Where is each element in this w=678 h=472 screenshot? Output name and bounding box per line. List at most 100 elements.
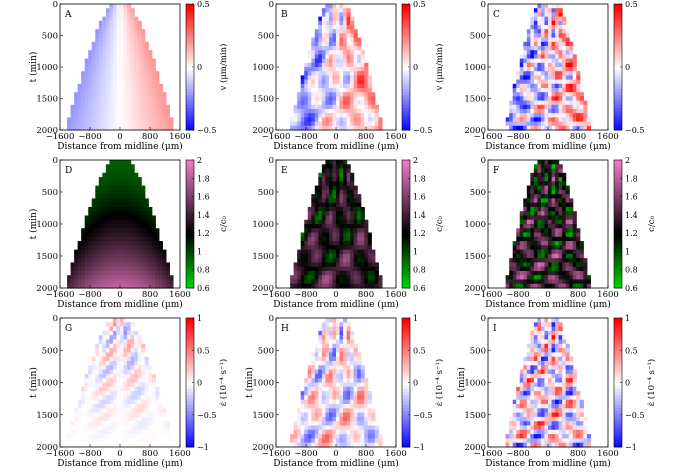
heatmap-cell — [95, 194, 100, 199]
heatmap-cell — [332, 378, 337, 384]
heatmap-cell — [544, 330, 549, 336]
colorbar-segment — [402, 369, 410, 374]
heatmap-cell — [304, 62, 309, 68]
x-tick-label: 800 — [142, 449, 158, 459]
heatmap-cell — [109, 50, 114, 55]
colorbar-segment — [186, 32, 194, 36]
heatmap-cell — [162, 429, 167, 435]
heatmap-cell — [540, 160, 546, 165]
heatmap-cell — [343, 283, 348, 289]
heatmap-cell — [555, 75, 560, 81]
heatmap-cell — [84, 395, 89, 401]
heatmap-cell — [346, 92, 351, 97]
heatmap-cell — [148, 399, 153, 405]
heatmap-cell — [576, 125, 581, 131]
heatmap-cell — [105, 236, 111, 242]
heatmap-cell — [530, 58, 535, 64]
heatmap-cell — [304, 416, 309, 422]
heatmap-cell — [137, 412, 142, 418]
heatmap-cell — [533, 245, 539, 251]
heatmap-cell — [551, 71, 556, 76]
heatmap-cell — [95, 67, 100, 72]
heatmap-cell — [565, 50, 570, 55]
heatmap-cell — [551, 177, 556, 182]
heatmap-cell — [346, 262, 351, 268]
heatmap-cell — [112, 434, 118, 439]
y-tick-label: 1500 — [252, 411, 274, 421]
colorbar-segment — [186, 411, 194, 416]
heatmap-cell — [120, 395, 125, 401]
heatmap-cell — [105, 275, 111, 281]
heatmap-cell — [569, 215, 574, 221]
heatmap-cell — [95, 75, 100, 81]
heatmap-cell — [339, 202, 344, 208]
heatmap-cell — [569, 206, 574, 212]
heatmap-cell — [551, 275, 556, 281]
heatmap-cell — [530, 343, 535, 349]
heatmap-cell — [357, 241, 362, 246]
heatmap-cell — [353, 104, 358, 110]
heatmap-cell — [576, 117, 581, 123]
colorbar-segment — [402, 126, 410, 131]
heatmap-cell — [98, 365, 103, 371]
heatmap-cell — [123, 262, 128, 268]
heatmap-cell — [137, 58, 142, 64]
heatmap-cell — [350, 425, 355, 431]
heatmap-cell — [123, 33, 128, 39]
heatmap-cell — [350, 253, 355, 259]
heatmap-cell — [148, 71, 153, 76]
heatmap-cell — [116, 54, 121, 60]
heatmap-cell — [95, 270, 100, 276]
colorbar-segment — [186, 114, 194, 118]
heatmap-cell — [343, 442, 348, 448]
y-tick-label: 1500 — [252, 252, 274, 262]
heatmap-cell — [548, 121, 553, 127]
heatmap-cell — [102, 62, 107, 68]
heatmap-cell — [158, 245, 163, 251]
heatmap-cell — [304, 434, 309, 439]
heatmap-cell — [530, 37, 535, 43]
heatmap-cell — [116, 335, 121, 341]
heatmap-cell — [95, 262, 100, 268]
heatmap-cell — [555, 109, 560, 114]
heatmap-cell — [523, 236, 528, 242]
heatmap-cell — [84, 258, 89, 263]
heatmap-cell — [84, 386, 89, 392]
heatmap-cell — [328, 37, 334, 43]
heatmap-cell — [155, 399, 160, 405]
heatmap-cell — [537, 121, 542, 127]
heatmap-cell — [109, 412, 114, 418]
heatmap-cell — [297, 416, 302, 422]
heatmap-cell — [339, 442, 344, 448]
heatmap-cell — [371, 125, 376, 131]
heatmap-cell — [371, 109, 376, 114]
heatmap-cell — [346, 168, 351, 174]
heatmap-cell — [144, 92, 149, 97]
heatmap-cell — [551, 96, 556, 102]
heatmap-cell — [130, 369, 135, 375]
heatmap-cell — [360, 395, 365, 401]
colorbar-segment — [186, 353, 194, 358]
heatmap-cell — [127, 88, 132, 93]
heatmap-cell — [533, 232, 539, 238]
y-tick-label: 2000 — [464, 126, 486, 136]
heatmap-cell — [533, 322, 539, 328]
heatmap-cell — [162, 117, 167, 123]
heatmap-cell — [343, 241, 348, 246]
heatmap-cell — [526, 92, 531, 97]
heatmap-cell — [318, 25, 323, 30]
heatmap-cell — [169, 117, 174, 123]
heatmap-cell — [318, 20, 323, 26]
heatmap-cell — [371, 113, 376, 118]
heatmap-cell — [558, 88, 563, 93]
heatmap-cell — [70, 421, 75, 427]
heatmap-cell — [367, 92, 372, 97]
heatmap-cell — [155, 104, 160, 110]
heatmap-cell — [134, 62, 139, 68]
heatmap-cell — [555, 104, 560, 110]
heatmap-cell — [353, 262, 358, 268]
heatmap-cell — [328, 228, 334, 234]
heatmap-cell — [569, 100, 574, 106]
heatmap-cell — [350, 211, 355, 217]
heatmap-cell — [120, 241, 125, 246]
